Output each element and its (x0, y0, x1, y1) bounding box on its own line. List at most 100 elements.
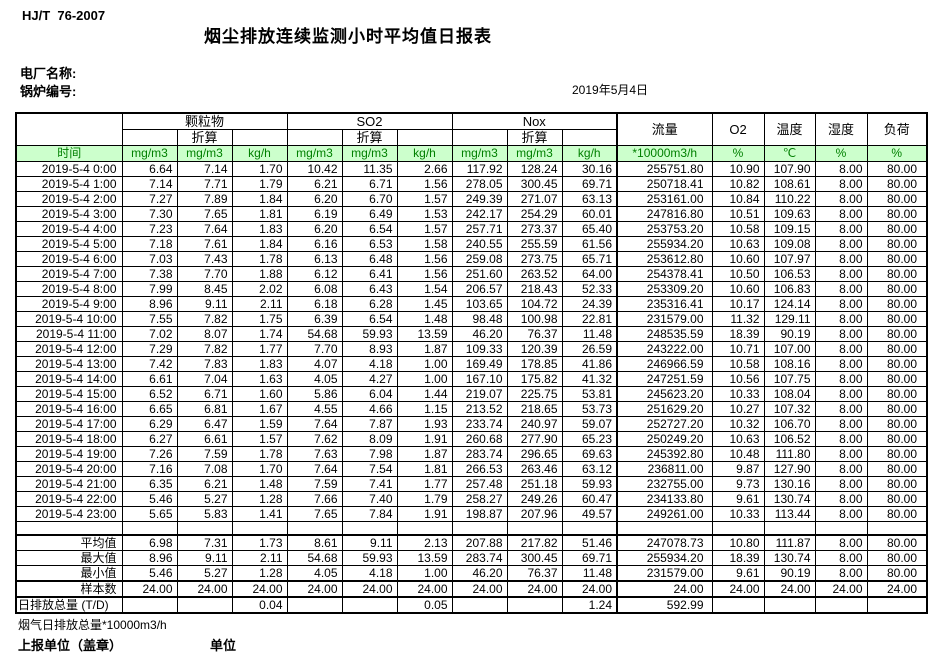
value-cell: 255934.20 (616, 236, 713, 252)
value-cell: 10.48 (711, 446, 765, 462)
value-cell: 54.68 (286, 326, 343, 342)
table-row: 2019-5-4 22:00 5.46 5.27 1.28 7.66 7.40 1.79 25… (15, 491, 928, 507)
value-cell: 107.32 (763, 401, 816, 417)
value-cell (176, 595, 233, 613)
table-row: 2019-5-4 18:00 6.27 6.61 1.57 7.62 8.09 1.91 26… (15, 431, 928, 447)
time-cell: 2019-5-4 14:00 (15, 371, 123, 387)
value-cell: 273.37 (506, 221, 563, 237)
time-cell: 2019-5-4 19:00 (15, 446, 123, 462)
value-cell: 7.64 (286, 461, 343, 477)
doc-code: HJ/T 76-2007 (22, 8, 106, 23)
value-cell: 1.00 (396, 564, 453, 581)
value-cell: 8.00 (814, 251, 868, 267)
value-cell: 113.44 (763, 506, 816, 522)
value-cell (286, 595, 343, 613)
value-cell: 296.65 (506, 446, 563, 462)
so2-converted-label: 折算 (341, 129, 398, 146)
value-cell: 169.49 (451, 356, 508, 372)
value-cell: 1.63 (231, 371, 288, 387)
value-cell: 80.00 (866, 476, 928, 492)
value-cell: 6.39 (286, 311, 343, 327)
value-cell: 10.32 (711, 416, 765, 432)
value-cell: 250718.41 (616, 176, 713, 192)
value-cell: 1.84 (231, 236, 288, 252)
value-cell: 1.73 (231, 533, 288, 551)
value-cell: 8.00 (814, 476, 868, 492)
value-cell: 7.14 (121, 176, 178, 192)
value-cell: 10.60 (711, 281, 765, 297)
value-cell: 8.00 (814, 296, 868, 312)
report-unit-label: 上报单位（盖章） (18, 638, 123, 653)
value-cell: 10.84 (711, 191, 765, 207)
time-cell: 2019-5-4 18:00 (15, 431, 123, 447)
value-cell: 6.18 (286, 296, 343, 312)
table-row: 2019-5-4 13:00 7.42 7.83 1.83 4.07 4.18 1.00 16… (15, 356, 928, 372)
value-cell: 234133.80 (616, 491, 713, 507)
value-cell: 249.26 (506, 491, 563, 507)
blank-cell (866, 521, 928, 535)
value-cell: 76.37 (506, 564, 563, 581)
value-cell: 7.89 (176, 191, 233, 207)
value-cell: 10.33 (711, 386, 765, 402)
value-cell: 130.74 (763, 549, 816, 566)
unit-cell: *10000m3/h (616, 145, 713, 162)
value-cell: 1.53 (396, 206, 453, 222)
value-cell: 1.56 (396, 251, 453, 267)
value-cell: 6.70 (341, 191, 398, 207)
value-cell: 592.99 (616, 595, 713, 613)
value-cell: 107.90 (763, 161, 816, 177)
value-cell: 257.48 (451, 476, 508, 492)
value-cell: 59.93 (341, 549, 398, 566)
value-cell: 1.28 (231, 491, 288, 507)
value-cell: 59.93 (561, 476, 618, 492)
summary-row: 平均值 6.98 7.31 1.73 8.61 9.11 2.13 207.88 217.82 5… (15, 533, 928, 551)
blank-cell (711, 521, 765, 535)
unit-label: 单位 (210, 638, 237, 653)
value-cell: 59.07 (561, 416, 618, 432)
value-cell: 8.61 (286, 533, 343, 551)
value-cell: 7.59 (176, 446, 233, 462)
value-cell: 5.27 (176, 491, 233, 507)
value-cell: 245392.80 (616, 446, 713, 462)
humidity-header: 湿度 (814, 112, 868, 146)
value-cell: 258.27 (451, 491, 508, 507)
value-cell: 8.00 (814, 356, 868, 372)
value-cell: 233.74 (451, 416, 508, 432)
value-cell: 6.20 (286, 221, 343, 237)
unit-cell: mg/m3 (121, 145, 178, 162)
value-cell: 6.19 (286, 206, 343, 222)
value-cell: 257.71 (451, 221, 508, 237)
value-cell: 247816.80 (616, 206, 713, 222)
value-cell: 253612.80 (616, 251, 713, 267)
value-cell: 1.56 (396, 266, 453, 282)
value-cell: 248535.59 (616, 326, 713, 342)
value-cell: 80.00 (866, 401, 928, 417)
value-cell: 300.45 (506, 549, 563, 566)
value-cell: 4.18 (341, 564, 398, 581)
value-cell: 6.54 (341, 221, 398, 237)
value-cell: 10.90 (711, 161, 765, 177)
table-row: 2019-5-4 8:00 7.99 8.45 2.02 6.08 6.43 1.54 206… (15, 281, 928, 297)
time-cell: 2019-5-4 1:00 (15, 176, 123, 192)
value-cell: 10.33 (711, 506, 765, 522)
value-cell: 10.58 (711, 221, 765, 237)
spacer-body (16, 521, 928, 535)
value-cell: 18.39 (711, 326, 765, 342)
value-cell: 8.00 (814, 311, 868, 327)
value-cell: 283.74 (451, 446, 508, 462)
value-cell: 24.00 (176, 579, 233, 597)
page-title: 烟尘排放连续监测小时平均值日报表 (204, 27, 492, 46)
value-cell: 130.74 (763, 491, 816, 507)
value-cell: 6.52 (121, 386, 178, 402)
value-cell: 9.73 (711, 476, 765, 492)
value-cell: 1.41 (231, 506, 288, 522)
value-cell: 54.68 (286, 549, 343, 566)
value-cell: 80.00 (866, 326, 928, 342)
value-cell: 80.00 (866, 533, 928, 551)
value-cell: 255751.80 (616, 161, 713, 177)
value-cell: 1.87 (396, 341, 453, 357)
value-cell: 5.83 (176, 506, 233, 522)
value-cell: 7.66 (286, 491, 343, 507)
value-cell: 4.66 (341, 401, 398, 417)
value-cell: 207.96 (506, 506, 563, 522)
